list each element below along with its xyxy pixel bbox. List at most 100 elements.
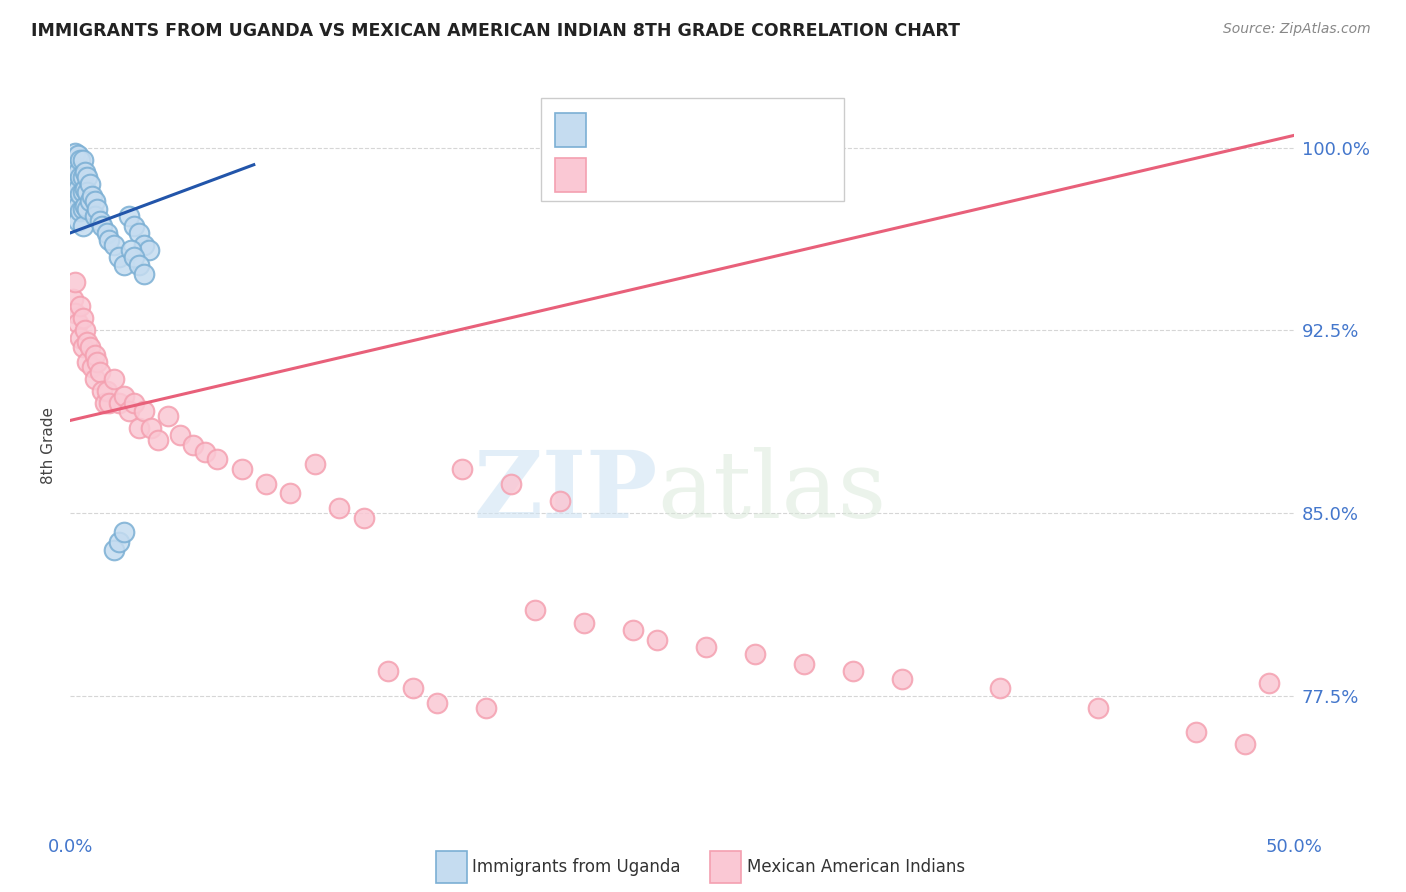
- Point: [475, 700, 498, 714]
- Point: [82, 359, 104, 374]
- Text: IMMIGRANTS FROM UGANDA VS MEXICAN AMERICAN INDIAN 8TH GRADE CORRELATION CHART: IMMIGRANTS FROM UGANDA VS MEXICAN AMERIC…: [31, 22, 960, 40]
- Point: [76, 202, 98, 216]
- Point: [132, 403, 155, 417]
- Point: [744, 647, 766, 661]
- Text: ZIP: ZIP: [474, 447, 658, 537]
- Point: [254, 476, 277, 491]
- Point: [377, 665, 399, 679]
- Point: [548, 493, 571, 508]
- Point: [91, 219, 114, 233]
- Point: [73, 165, 96, 179]
- Y-axis label: 8th Grade: 8th Grade: [41, 408, 56, 484]
- Point: [103, 372, 125, 386]
- Point: [499, 476, 522, 491]
- Point: [891, 672, 914, 686]
- Point: [108, 396, 131, 410]
- Point: [66, 182, 89, 196]
- Point: [112, 525, 135, 540]
- Point: [66, 199, 89, 213]
- Point: [63, 178, 86, 192]
- Point: [128, 421, 150, 435]
- Point: [62, 292, 84, 306]
- Point: [169, 428, 191, 442]
- Text: R = 0.377   N = 62: R = 0.377 N = 62: [598, 164, 776, 184]
- Point: [72, 311, 94, 326]
- Point: [98, 233, 121, 247]
- Point: [572, 615, 595, 630]
- Point: [63, 306, 86, 320]
- Point: [66, 213, 89, 227]
- Point: [103, 238, 125, 252]
- Point: [103, 542, 125, 557]
- Point: [76, 185, 98, 199]
- Point: [148, 433, 170, 447]
- Text: Immigrants from Uganda: Immigrants from Uganda: [472, 858, 681, 876]
- Text: atlas: atlas: [658, 447, 887, 537]
- Point: [194, 445, 217, 459]
- Point: [72, 185, 94, 199]
- Point: [62, 165, 84, 179]
- Point: [118, 209, 141, 223]
- Point: [91, 384, 114, 399]
- Point: [1233, 737, 1256, 751]
- Point: [86, 202, 108, 216]
- Point: [112, 258, 135, 272]
- Point: [98, 396, 121, 410]
- Point: [63, 275, 86, 289]
- Point: [73, 182, 96, 196]
- Point: [72, 202, 94, 216]
- Point: [79, 178, 101, 192]
- Point: [89, 213, 111, 227]
- Point: [138, 243, 160, 257]
- Point: [132, 238, 155, 252]
- Point: [72, 153, 94, 167]
- Point: [66, 165, 89, 179]
- Point: [93, 396, 115, 410]
- Point: [96, 226, 118, 240]
- Point: [63, 160, 86, 174]
- Point: [647, 632, 669, 647]
- Point: [353, 511, 375, 525]
- Point: [83, 209, 105, 223]
- Point: [118, 403, 141, 417]
- Point: [122, 396, 145, 410]
- Point: [157, 409, 180, 423]
- Point: [69, 186, 91, 201]
- Point: [842, 665, 865, 679]
- Point: [63, 145, 86, 160]
- Point: [280, 486, 302, 500]
- Point: [89, 365, 111, 379]
- Point: [62, 185, 84, 199]
- Point: [139, 421, 162, 435]
- Point: [402, 681, 425, 696]
- Text: Source: ZipAtlas.com: Source: ZipAtlas.com: [1223, 22, 1371, 37]
- Point: [128, 226, 150, 240]
- Point: [122, 219, 145, 233]
- Point: [69, 299, 91, 313]
- Point: [205, 452, 228, 467]
- Point: [1258, 676, 1281, 690]
- Point: [63, 194, 86, 209]
- Point: [73, 199, 96, 213]
- Point: [621, 623, 644, 637]
- Point: [128, 258, 150, 272]
- Text: Mexican American Indians: Mexican American Indians: [747, 858, 965, 876]
- Point: [76, 335, 98, 350]
- Point: [86, 355, 108, 369]
- Point: [69, 204, 91, 219]
- Point: [72, 340, 94, 354]
- Point: [82, 189, 104, 203]
- Point: [122, 250, 145, 264]
- Point: [121, 243, 143, 257]
- Point: [72, 169, 94, 184]
- Point: [304, 457, 326, 471]
- Point: [76, 169, 98, 184]
- Point: [328, 501, 350, 516]
- Point: [132, 268, 155, 282]
- Point: [83, 194, 105, 209]
- Text: R = 0.325   N = 52: R = 0.325 N = 52: [598, 118, 776, 137]
- Point: [108, 535, 131, 549]
- Point: [79, 340, 101, 354]
- Point: [66, 316, 89, 330]
- Point: [181, 438, 204, 452]
